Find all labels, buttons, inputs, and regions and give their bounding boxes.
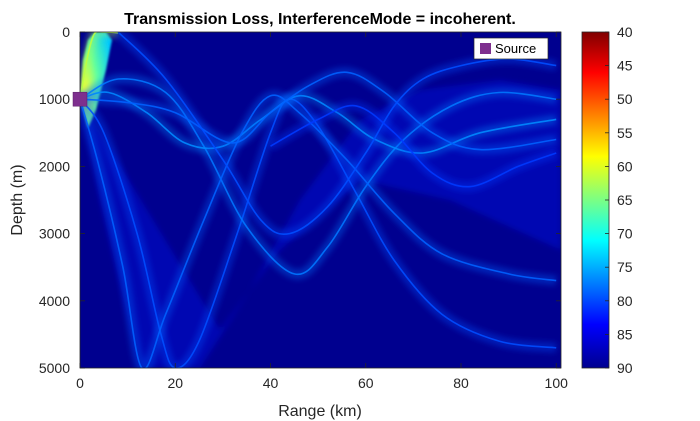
colorbar-ticks: 40 45 50 55 60 65 70 75 80 85 90 <box>605 24 633 376</box>
ray-core <box>80 71 557 151</box>
ray-bundle-bundle-b <box>80 73 557 280</box>
ray-bundle-bundle-f <box>114 32 557 240</box>
field-layer <box>80 32 561 368</box>
ray-bundles <box>80 32 558 368</box>
legend-label-source: Source <box>495 41 536 56</box>
x-axis-ticks: 0 20 40 60 80 100 <box>76 32 568 391</box>
colorbar-gradient <box>581 31 610 369</box>
colorbar-tick-label: 80 <box>617 293 633 309</box>
legend-box <box>473 37 549 60</box>
source-marker <box>72 91 88 107</box>
colorbar-tick-label: 90 <box>617 360 633 376</box>
ray-core <box>80 98 557 368</box>
x-tick-label: 20 <box>167 375 183 391</box>
y-tick-label: 0 <box>62 24 70 40</box>
ray-bundle-bundle-g <box>268 100 558 192</box>
y-tick-label: 4000 <box>39 293 70 309</box>
ray-bundle-bundle-e <box>80 90 557 368</box>
x-tick-label: 100 <box>545 375 569 391</box>
y-tick-label: 5000 <box>39 360 70 376</box>
colorbar-tick-label: 85 <box>617 326 633 342</box>
legend: Source <box>473 37 549 60</box>
y-tick-label: 3000 <box>39 226 70 242</box>
x-tick-label: 80 <box>453 375 469 391</box>
colorbar-tick-label: 70 <box>617 226 633 242</box>
y-tick-label: 1000 <box>39 91 70 107</box>
ray-core <box>117 32 557 235</box>
y-axis-label: Depth (m) <box>9 164 26 235</box>
x-tick-label: 60 <box>358 375 374 391</box>
colorbar-tick-label: 65 <box>617 192 633 208</box>
colorbar-tick-label: 60 <box>617 158 633 174</box>
colorbar: 40 45 50 55 60 65 70 75 80 85 90 <box>581 24 633 376</box>
y-axis-ticks: 0 1000 2000 3000 4000 5000 <box>39 24 561 376</box>
x-tick-label: 40 <box>263 375 279 391</box>
x-axis-label: Range (km) <box>278 403 362 420</box>
plot-frame <box>79 31 562 369</box>
ray-core <box>80 94 557 368</box>
colorbar-tick-label: 40 <box>617 24 633 40</box>
x-tick-label: 0 <box>76 375 84 391</box>
colorbar-tick-label: 75 <box>617 259 633 275</box>
legend-swatch <box>480 43 491 54</box>
ray-core <box>270 104 557 188</box>
y-tick-label: 2000 <box>39 158 70 174</box>
colorbar-tick-label: 45 <box>617 58 633 74</box>
colorbar-tick-label: 55 <box>617 125 633 141</box>
plot-area: 0 20 40 60 80 100 0 1000 2000 3000 4000 5000 Sourc… <box>39 24 568 391</box>
ray-core <box>80 78 557 276</box>
chart-title: Transmission Loss, InterferenceMode = in… <box>124 11 516 28</box>
ray-bundle-bundle-a <box>80 94 557 368</box>
ray-bundle-bundle-d <box>80 67 557 155</box>
colorbar-tick-label: 50 <box>617 91 633 107</box>
